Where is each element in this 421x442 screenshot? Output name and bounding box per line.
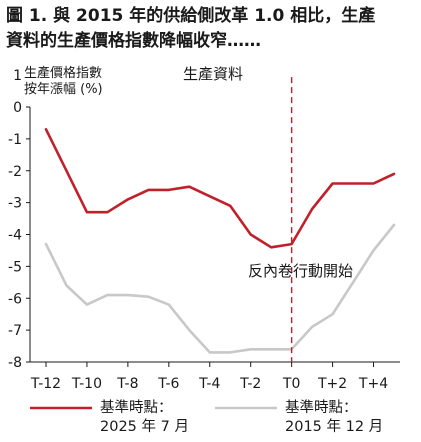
annotation-label: 反內卷行動開始 xyxy=(248,262,353,280)
y-tick-label: -5 xyxy=(8,259,22,275)
series-line-2015 xyxy=(44,223,396,354)
annotation-layer: 反內卷行動開始 xyxy=(248,77,353,362)
y-tick-label: -6 xyxy=(8,291,22,307)
y-tick-label: -2 xyxy=(8,164,22,180)
chart-title-line1: 圖 1. 與 2015 年的供給側改革 1.0 相比，生產 xyxy=(6,6,376,26)
legend: 基準時點： 2025 年 7 月 基準時點： 2015 年 12 月 xyxy=(30,399,383,435)
chart-subtitle: 生產資料 xyxy=(183,65,243,83)
legend-label-2015-line2: 2015 年 12 月 xyxy=(285,418,383,435)
legend-label-2015-line1: 基準時點： xyxy=(285,399,358,416)
chart-title: 圖 1. 與 2015 年的供給側改革 1.0 相比，生產 資料的生產價格指數降… xyxy=(6,4,418,54)
x-tick-label: T+2 xyxy=(317,376,347,392)
x-tick-label: T-2 xyxy=(239,376,261,392)
chart-title-line2: 資料的生產價格指數降幅收窄…… xyxy=(6,31,261,51)
y-tick-label: -3 xyxy=(8,196,22,212)
series-layer xyxy=(44,128,396,354)
series-line-2025 xyxy=(44,128,396,249)
y-axis: 1 0 -1 -2 -3 -4 -5 -6 -7 -8 xyxy=(8,68,31,371)
y-tick-label: -8 xyxy=(8,355,22,371)
x-axis: T-12 T-10 T-8 T-6 T-4 T-2 T0 T+2 T+4 xyxy=(30,361,400,392)
x-tick-label: T-6 xyxy=(157,376,179,392)
y-tick-label: -4 xyxy=(8,228,22,244)
y-tick-label: -7 xyxy=(8,323,22,339)
x-tick-label: T-12 xyxy=(30,376,61,392)
x-tick-label: T-8 xyxy=(116,376,138,392)
x-tick-label: T-4 xyxy=(198,376,220,392)
legend-label-2025-line1: 基準時點： xyxy=(100,399,173,416)
legend-label-2025-line2: 2025 年 7 月 xyxy=(100,418,189,435)
y-tick-label: -1 xyxy=(8,132,22,148)
x-tick-label: T-10 xyxy=(71,376,102,392)
y-axis-label-line2: 按年漲幅 (%) xyxy=(24,82,103,97)
y-tick-label: 0 xyxy=(13,100,22,116)
y-tick-label: 1 xyxy=(13,68,22,84)
x-tick-label: T0 xyxy=(282,376,300,392)
x-tick-label: T+4 xyxy=(358,376,388,392)
y-axis-label-line1: 生產價格指數 xyxy=(24,65,102,81)
